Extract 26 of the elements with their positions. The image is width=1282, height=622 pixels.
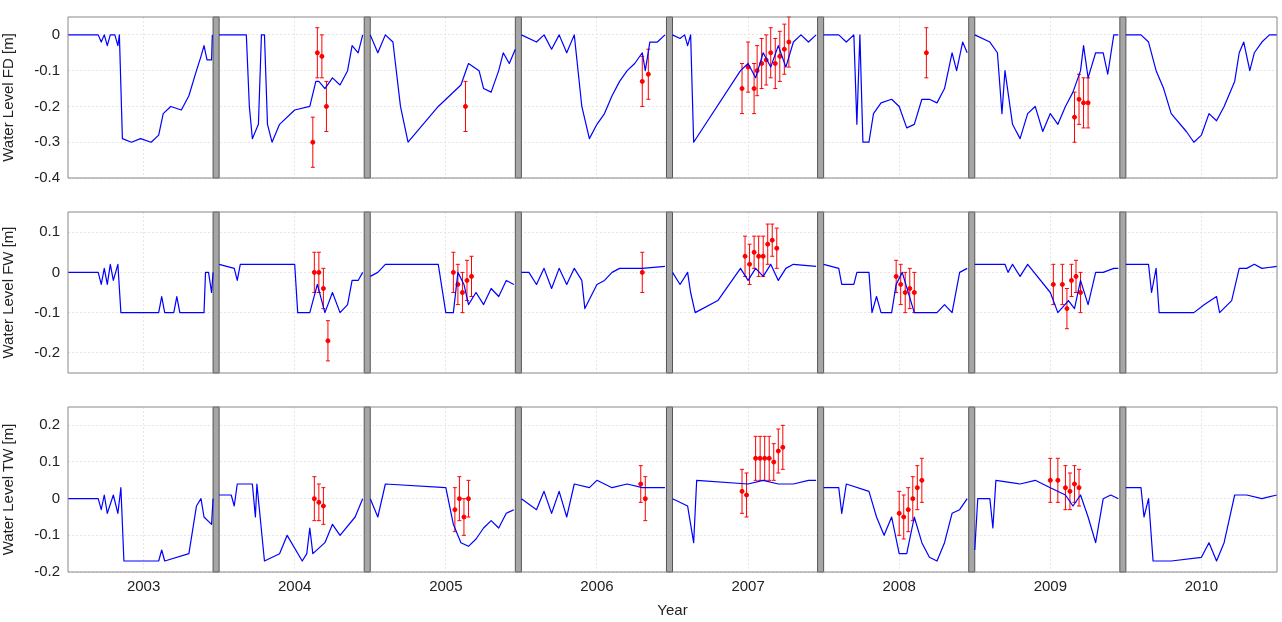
y-tick-label: -0.2 [34,562,60,580]
x-tick-label: 2006 [580,577,614,595]
y-tick-label: -0.3 [34,132,60,150]
y-axis-title: Water Level FW [m] [0,226,17,359]
y-tick-label: -0.2 [34,343,60,361]
y-tick-label: 0 [51,262,60,280]
y-tick-label: -0.1 [34,60,60,78]
y-tick-label: -0.1 [34,525,60,543]
y-tick-label: 0.1 [39,452,60,470]
y-tick-label: -0.2 [34,96,60,114]
x-tick-label: 2009 [1033,577,1067,595]
x-tick-label: 2004 [278,577,312,595]
y-tick-label: 0.2 [39,415,60,433]
x-axis-title: Year [657,601,688,619]
y-tick-label: -0.1 [34,302,60,320]
y-tick-label: 0 [51,25,60,43]
x-tick-label: 2003 [126,577,161,595]
x-tick-label: 2008 [882,577,916,595]
y-tick-label: 0 [51,488,60,506]
x-tick-label: 2010 [1184,577,1219,595]
y-tick-label: -0.4 [34,168,60,186]
x-tick-label: 2007 [731,577,765,595]
y-axis-title: Water Level FD [m] [0,33,17,162]
y-tick-label: 0.1 [39,222,60,240]
x-tick-label: 2005 [429,577,463,595]
y-axis-title: Water Level TW [m] [0,423,17,556]
